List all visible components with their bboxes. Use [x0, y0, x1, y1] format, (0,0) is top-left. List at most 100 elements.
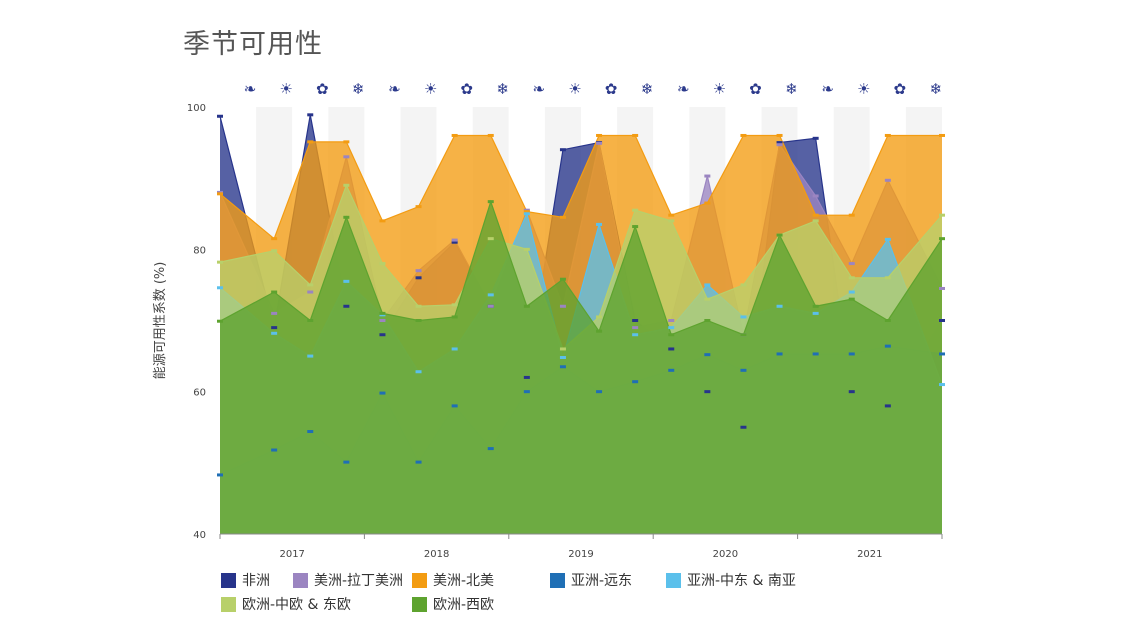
legend-swatch: [412, 572, 427, 588]
legend-label: 亚洲-中东 & 南亚: [687, 573, 796, 589]
data-point: [451, 133, 458, 137]
data-point: [776, 143, 783, 147]
sun-icon: ☀: [713, 80, 726, 98]
data-point: [812, 352, 819, 356]
x-axis: 2017 2018 2019 2020 2021: [219, 533, 943, 560]
y-tick-label: 60: [193, 388, 206, 399]
data-point: [596, 133, 603, 137]
snowflake-icon: ❄: [785, 80, 798, 98]
series-markers: [217, 113, 945, 477]
snowflake-icon: ❄: [930, 80, 943, 98]
data-point: [343, 183, 350, 187]
data-point: [523, 390, 530, 394]
data-point: [740, 283, 747, 287]
data-point: [343, 279, 350, 283]
data-point: [451, 303, 458, 307]
data-point: [632, 208, 639, 212]
data-point: [523, 375, 530, 379]
data-point: [596, 222, 603, 226]
data-point: [307, 430, 314, 434]
data-point: [415, 460, 422, 464]
data-point: [523, 247, 530, 251]
data-point: [884, 133, 891, 137]
data-point: [415, 304, 422, 308]
data-point: [776, 352, 783, 356]
data-point: [884, 276, 891, 280]
data-point: [812, 136, 819, 140]
data-point: [451, 240, 458, 244]
legend-label: 欧洲-中欧 & 东欧: [242, 597, 351, 613]
data-point: [812, 219, 819, 223]
data-point: [217, 260, 223, 264]
data-point: [451, 238, 458, 242]
data-point: [217, 192, 223, 196]
data-point: [939, 286, 945, 290]
data-point: [307, 319, 314, 322]
data-point: [776, 233, 783, 237]
y-tick-label: 80: [193, 245, 206, 256]
legend-item[interactable]: 欧洲-西欧: [412, 594, 494, 614]
data-point: [596, 329, 603, 333]
data-point: [217, 473, 223, 477]
data-point: [415, 276, 422, 280]
legend-item[interactable]: 欧洲-中欧 & 东欧: [221, 594, 351, 614]
data-point: [848, 390, 855, 394]
data-point: [704, 390, 711, 394]
legend-item[interactable]: 亚洲-远东: [550, 570, 632, 590]
sun-icon: ☀: [568, 80, 581, 98]
legend-swatch: [293, 572, 308, 588]
data-point: [379, 391, 386, 395]
data-point: [307, 113, 314, 117]
data-point: [379, 311, 386, 315]
legend-item[interactable]: 美洲-北美: [412, 570, 494, 590]
data-point: [668, 219, 675, 223]
data-point: [884, 344, 891, 348]
data-point: [668, 333, 675, 337]
data-point: [379, 219, 386, 223]
data-point: [559, 304, 566, 308]
legend-item[interactable]: 亚洲-中东 & 南亚: [666, 570, 796, 590]
x-tick-label: 2019: [568, 549, 593, 560]
data-point: [939, 133, 945, 137]
flower-icon: ✿: [749, 80, 762, 98]
data-point: [343, 460, 350, 464]
legend-swatch: [412, 596, 427, 612]
leaf-icon: ❧: [244, 80, 257, 98]
data-point: [523, 304, 530, 308]
data-point: [523, 212, 530, 216]
data-point: [307, 354, 314, 358]
data-point: [217, 114, 223, 118]
data-point: [776, 304, 783, 308]
data-point: [668, 319, 675, 322]
data-point: [451, 404, 458, 408]
legend-swatch: [221, 596, 236, 612]
data-point: [271, 249, 278, 253]
legend-item[interactable]: 美洲-拉丁美洲: [293, 570, 403, 590]
data-point: [559, 148, 566, 152]
x-tick-label: 2018: [424, 549, 449, 560]
data-point: [415, 269, 422, 273]
x-tick-label: 2020: [713, 549, 738, 560]
data-point: [884, 319, 891, 322]
data-point: [487, 304, 494, 308]
series-areas: [219, 114, 943, 535]
x-tick-label: 2021: [857, 549, 882, 560]
legend-item[interactable]: 非洲: [221, 570, 270, 590]
series-area: [220, 201, 942, 534]
data-point: [379, 319, 386, 322]
data-point: [884, 178, 891, 182]
leaf-icon: ❧: [677, 80, 690, 98]
data-point: [271, 311, 278, 315]
leaf-icon: ❧: [821, 80, 834, 98]
legend-label: 美洲-北美: [433, 573, 495, 589]
data-point: [487, 133, 494, 137]
data-point: [848, 352, 855, 356]
y-tick-label: 100: [187, 103, 206, 114]
data-point: [884, 404, 891, 408]
flower-icon: ✿: [894, 80, 907, 98]
data-point: [415, 319, 422, 322]
data-point: [740, 425, 747, 429]
sun-icon: ☀: [857, 80, 870, 98]
data-point: [559, 347, 566, 351]
